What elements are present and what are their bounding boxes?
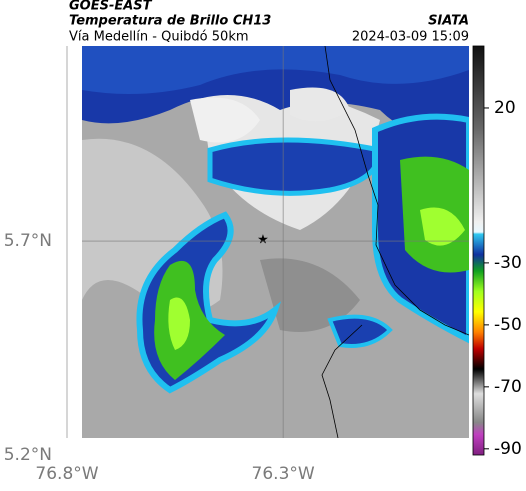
colorbar-tick-label: -70 bbox=[494, 377, 522, 397]
x-tick-label: 76.3°W bbox=[252, 464, 315, 484]
colorbar bbox=[472, 45, 485, 456]
timestamp: 2024-03-09 15:09 bbox=[352, 30, 469, 45]
colorbar-tick-label: -90 bbox=[494, 439, 522, 459]
colorbar-tick-label: -50 bbox=[494, 315, 522, 335]
subtitle: Vía Medellín - Quibdó 50km bbox=[69, 30, 249, 45]
title: Temperatura de Brillo CH13 bbox=[69, 14, 271, 29]
satellite-image bbox=[82, 46, 469, 438]
y-tick-label: 5.7°N bbox=[4, 231, 52, 251]
colorbar-tick-label: -30 bbox=[494, 253, 522, 273]
x-tick-label: 76.8°W bbox=[35, 464, 98, 484]
location-star: ★ bbox=[257, 233, 269, 248]
y-tick-label: 5.2°N bbox=[4, 445, 52, 465]
colorbar-tick-label: 20 bbox=[494, 98, 516, 118]
source: GOES-EAST bbox=[69, 0, 153, 14]
agency: SIATA bbox=[428, 14, 469, 29]
